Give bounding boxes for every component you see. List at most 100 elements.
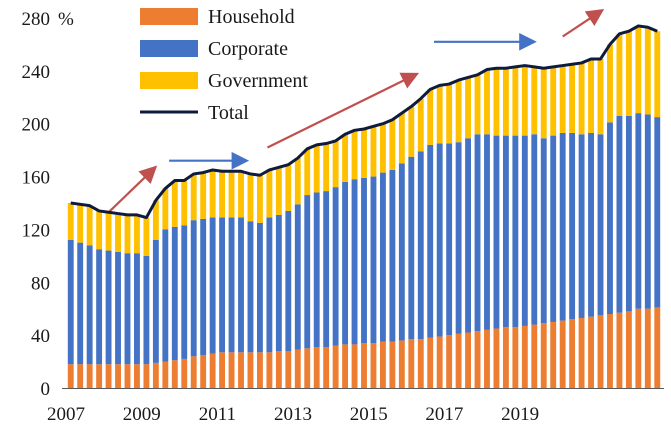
bar-government-10 xyxy=(162,188,169,230)
bar-household-25 xyxy=(304,348,311,388)
bar-government-53 xyxy=(569,64,576,133)
bar-government-57 xyxy=(607,44,613,123)
bar-household-18 xyxy=(238,352,244,388)
bar-household-31 xyxy=(361,343,367,388)
bar-corporate-9 xyxy=(152,240,159,363)
bar-government-0 xyxy=(67,203,74,240)
bar-government-39 xyxy=(436,85,443,144)
bar-government-6 xyxy=(124,214,131,254)
bar-household-56 xyxy=(597,315,604,388)
bar-household-15 xyxy=(209,353,216,388)
bar-government-3 xyxy=(96,210,103,250)
bar-corporate-45 xyxy=(493,135,500,329)
bar-corporate-31 xyxy=(361,177,367,344)
bar-household-49 xyxy=(531,324,538,388)
bar-corporate-40 xyxy=(446,143,453,336)
bar-corporate-26 xyxy=(313,192,320,348)
bar-household-20 xyxy=(257,352,263,388)
bar-household-29 xyxy=(342,344,349,388)
bar-government-29 xyxy=(342,134,349,182)
bar-household-47 xyxy=(512,327,519,388)
bar-household-62 xyxy=(654,307,661,388)
bar-corporate-11 xyxy=(171,226,178,361)
bar-government-14 xyxy=(200,172,207,219)
bar-household-50 xyxy=(540,323,547,388)
bar-government-34 xyxy=(389,119,396,170)
bars-layer xyxy=(67,25,661,388)
bar-corporate-12 xyxy=(181,225,188,359)
bar-corporate-56 xyxy=(597,134,604,316)
bar-government-44 xyxy=(484,69,490,135)
bar-government-18 xyxy=(238,171,244,218)
bar-government-47 xyxy=(512,66,519,136)
bar-government-54 xyxy=(578,62,585,135)
bar-household-27 xyxy=(323,347,330,388)
bar-government-36 xyxy=(408,106,415,157)
bar-corporate-19 xyxy=(247,221,254,353)
bar-corporate-44 xyxy=(484,134,490,330)
bar-government-8 xyxy=(143,217,150,256)
bar-corporate-37 xyxy=(417,151,424,340)
bar-household-22 xyxy=(275,351,282,388)
bar-corporate-52 xyxy=(559,132,566,321)
bar-government-55 xyxy=(588,58,594,133)
bar-corporate-27 xyxy=(323,191,330,348)
trend-arrows xyxy=(107,8,605,214)
bar-government-12 xyxy=(181,180,188,226)
bar-household-14 xyxy=(200,354,207,388)
bar-government-19 xyxy=(247,173,254,222)
bar-government-62 xyxy=(654,31,661,118)
legend-label-total: Total xyxy=(208,102,249,124)
bar-corporate-48 xyxy=(521,135,528,326)
x-tick-label-2011: 2011 xyxy=(199,404,236,425)
bar-corporate-28 xyxy=(332,187,339,346)
x-tick-label-2009: 2009 xyxy=(123,404,161,425)
bar-household-24 xyxy=(294,349,301,388)
bar-corporate-32 xyxy=(370,176,377,344)
bar-household-1 xyxy=(77,364,84,388)
bar-corporate-46 xyxy=(502,135,509,328)
bar-government-58 xyxy=(616,33,623,116)
bar-government-40 xyxy=(446,84,453,144)
bar-household-33 xyxy=(379,341,386,388)
bar-household-9 xyxy=(152,362,159,388)
bar-government-1 xyxy=(77,204,84,243)
total-line xyxy=(70,24,658,220)
bar-corporate-3 xyxy=(96,249,103,365)
y-tick-label-280: 280 xyxy=(22,9,51,30)
bar-government-22 xyxy=(275,167,282,215)
bar-household-10 xyxy=(162,361,169,388)
bar-corporate-47 xyxy=(512,135,519,328)
bar-corporate-7 xyxy=(134,253,140,365)
bar-corporate-0 xyxy=(67,240,74,365)
legend-label-corporate: Corporate xyxy=(208,38,288,60)
bar-corporate-61 xyxy=(644,114,651,309)
bar-government-51 xyxy=(550,66,557,136)
bar-household-43 xyxy=(474,331,481,388)
bar-government-13 xyxy=(190,173,197,221)
bar-government-43 xyxy=(474,74,481,135)
bar-corporate-5 xyxy=(115,251,121,365)
bar-corporate-35 xyxy=(398,163,405,341)
bar-household-21 xyxy=(266,352,273,388)
bar-household-30 xyxy=(351,344,358,388)
bar-household-12 xyxy=(181,358,188,388)
bar-household-28 xyxy=(332,345,339,388)
y-tick-label-120: 120 xyxy=(22,220,51,241)
bar-corporate-41 xyxy=(455,142,462,334)
bar-government-24 xyxy=(294,158,301,205)
bar-government-25 xyxy=(304,148,311,196)
y-tick-label-80: 80 xyxy=(31,273,50,294)
y-tick-label-0: 0 xyxy=(41,379,51,400)
bar-household-8 xyxy=(143,364,150,388)
legend-swatch-household xyxy=(140,8,198,25)
bar-household-44 xyxy=(484,329,490,388)
bar-government-48 xyxy=(521,65,528,136)
bar-corporate-54 xyxy=(578,134,585,318)
bar-government-46 xyxy=(502,68,509,136)
x-axis-ticks: 2007 2009 2011 2013 2015 2017 2019 xyxy=(47,404,539,425)
bar-government-52 xyxy=(559,65,566,133)
bar-government-32 xyxy=(370,126,377,177)
bar-government-50 xyxy=(540,68,547,139)
x-tick-label-2017: 2017 xyxy=(425,404,463,425)
